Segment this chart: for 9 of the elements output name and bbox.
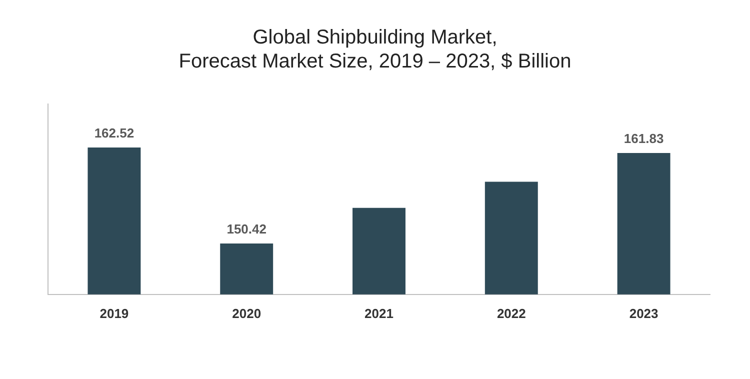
x-tick-label: 2023: [629, 306, 658, 321]
data-label: 161.83: [624, 131, 664, 146]
x-tick-label: 2020: [232, 306, 262, 321]
data-label: 162.52: [94, 126, 134, 141]
x-tick-label: 2022: [496, 306, 526, 321]
x-tick-label: 2021: [364, 306, 394, 321]
chart-title: Global Shipbuilding Market, Forecast Market Size, 2019 – 2023, $ Billion: [178, 26, 572, 73]
x-tick-label: 2019: [100, 306, 129, 321]
data-label: 150.42: [226, 222, 266, 237]
